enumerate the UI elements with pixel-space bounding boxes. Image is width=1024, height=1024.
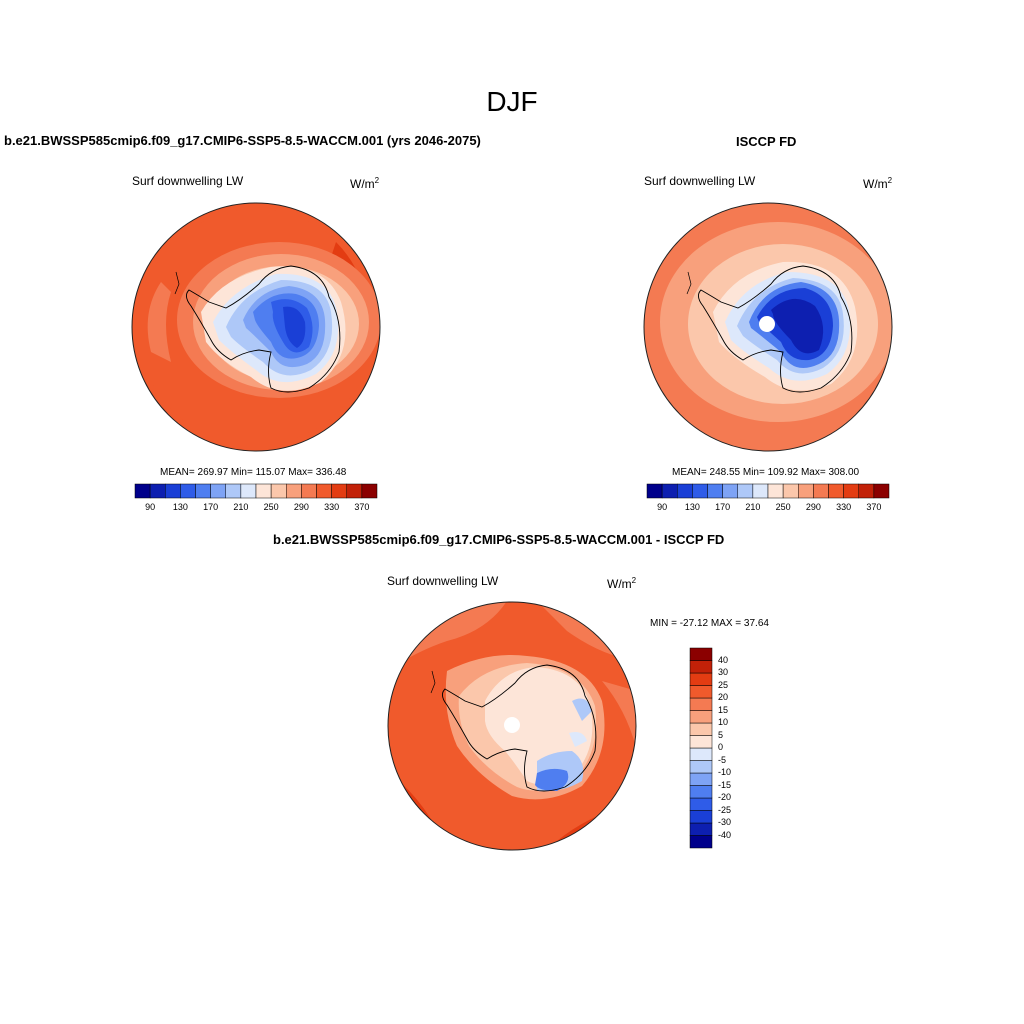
colorbar-tick-label: -20 bbox=[718, 792, 732, 802]
colorbar-swatch bbox=[286, 483, 302, 499]
colorbar-swatch bbox=[843, 483, 859, 499]
colorbar-swatch bbox=[689, 672, 713, 686]
colorbar-swatch bbox=[689, 822, 713, 836]
colorbar-swatch bbox=[646, 483, 663, 499]
colorbar-tick-label: 90 bbox=[145, 502, 156, 512]
colorbar-swatch bbox=[316, 483, 332, 499]
colorbar-tick-label: 90 bbox=[657, 502, 668, 512]
colorbar-tick-label: 15 bbox=[718, 704, 729, 715]
colorbar-swatch bbox=[873, 483, 890, 499]
colorbar-swatch bbox=[225, 483, 242, 499]
colorbar-swatch bbox=[707, 483, 723, 499]
colorbar-tick-label: 330 bbox=[324, 502, 340, 512]
colorbar-tick-label: 210 bbox=[233, 502, 249, 512]
colorbar-tick-label: -30 bbox=[718, 817, 732, 827]
colorbar-swatch bbox=[165, 483, 181, 499]
colorbar-swatch bbox=[858, 483, 875, 499]
model-variable-label: Surf downwelling LW bbox=[132, 174, 244, 188]
colorbar-tick-label: 25 bbox=[718, 679, 729, 690]
colorbar-swatch bbox=[692, 483, 708, 499]
colorbar-tick-label: 370 bbox=[354, 502, 370, 512]
obs-polar-map bbox=[643, 202, 893, 452]
colorbar-swatch bbox=[331, 483, 347, 499]
colorbar-swatch bbox=[689, 810, 713, 824]
colorbar-tick-label: 290 bbox=[805, 502, 821, 512]
colorbar-tick-label: 290 bbox=[293, 502, 309, 512]
colorbar-swatch bbox=[689, 647, 713, 661]
colorbar-swatch bbox=[195, 483, 211, 499]
colorbar-tick-label: 210 bbox=[745, 502, 761, 512]
colorbar-tick-label: 130 bbox=[684, 502, 700, 512]
model-stats: MEAN= 269.97 Min= 115.07 Max= 336.48 bbox=[160, 467, 347, 478]
colorbar-swatch bbox=[301, 483, 317, 499]
obs-units-label: W/m2 bbox=[863, 176, 893, 191]
colorbar-swatch bbox=[689, 747, 713, 761]
colorbar-swatch bbox=[798, 483, 814, 499]
colorbar-swatch bbox=[255, 483, 272, 499]
colorbar-tick-label: 5 bbox=[718, 729, 724, 740]
colorbar-tick-label: -40 bbox=[718, 829, 732, 840]
model-panel-title: b.e21.BWSSP585cmip6.f09_g17.CMIP6-SSP5-8… bbox=[4, 133, 481, 148]
colorbar-tick-label: 10 bbox=[718, 717, 729, 727]
colorbar-swatch bbox=[689, 835, 713, 849]
colorbar-tick-label: 250 bbox=[775, 502, 791, 512]
colorbar-tick-label: 250 bbox=[263, 502, 279, 512]
colorbar-swatch bbox=[689, 735, 713, 749]
colorbar-swatch bbox=[828, 483, 844, 499]
colorbar-swatch bbox=[689, 785, 713, 799]
colorbar-swatch bbox=[689, 660, 713, 674]
colorbar-tick-label: 130 bbox=[172, 502, 188, 512]
colorbar-swatch bbox=[689, 697, 713, 711]
colorbar-swatch bbox=[180, 483, 196, 499]
diff-units-label: W/m2 bbox=[607, 576, 637, 591]
colorbar-tick-label: -25 bbox=[718, 804, 732, 815]
colorbar-tick-label: 0 bbox=[718, 742, 724, 752]
colorbar-tick-label: 40 bbox=[718, 654, 729, 665]
colorbar-swatch bbox=[782, 483, 799, 499]
model-polar-map bbox=[131, 202, 381, 452]
colorbar-swatch bbox=[737, 483, 754, 499]
colorbar-swatch bbox=[346, 483, 363, 499]
colorbar-swatch bbox=[689, 685, 713, 699]
obs-stats: MEAN= 248.55 Min= 109.92 Max= 308.00 bbox=[672, 467, 860, 478]
colorbar-tick-label: 330 bbox=[836, 502, 852, 512]
model-colorbar bbox=[134, 483, 378, 499]
diff-panel-title: b.e21.BWSSP585cmip6.f09_g17.CMIP6-SSP5-8… bbox=[273, 532, 725, 547]
colorbar-swatch bbox=[134, 483, 151, 499]
diff-colorbar bbox=[689, 647, 713, 849]
colorbar-tick-label: 370 bbox=[866, 502, 882, 512]
colorbar-swatch bbox=[677, 483, 693, 499]
diff-variable-label: Surf downwelling LW bbox=[387, 574, 499, 588]
colorbar-tick-label: -5 bbox=[718, 754, 727, 765]
model-units-label: W/m2 bbox=[350, 176, 380, 191]
colorbar-swatch bbox=[752, 483, 769, 499]
colorbar-tick-label: 30 bbox=[718, 667, 729, 677]
colorbar-swatch bbox=[767, 483, 784, 499]
obs-panel-title: ISCCP FD bbox=[736, 134, 797, 149]
colorbar-tick-label: 170 bbox=[203, 502, 219, 512]
colorbar-swatch bbox=[149, 483, 166, 499]
colorbar-swatch bbox=[361, 483, 378, 499]
colorbar-swatch bbox=[813, 483, 829, 499]
obs-colorbar bbox=[646, 483, 890, 499]
colorbar-swatch bbox=[689, 772, 713, 786]
colorbar-swatch bbox=[722, 483, 738, 499]
colorbar-swatch bbox=[689, 797, 713, 811]
colorbar-tick-label: 20 bbox=[718, 692, 729, 702]
colorbar-tick-label: -15 bbox=[718, 779, 732, 790]
colorbar-tick-label: 170 bbox=[715, 502, 731, 512]
colorbar-swatch bbox=[210, 483, 226, 499]
colorbar-swatch bbox=[689, 722, 713, 736]
colorbar-tick-label: -10 bbox=[718, 767, 732, 777]
obs-variable-label: Surf downwelling LW bbox=[644, 174, 756, 188]
diff-polar-map bbox=[387, 601, 637, 851]
colorbar-swatch bbox=[689, 710, 713, 724]
colorbar-swatch bbox=[240, 483, 257, 499]
diff-stats: MIN = -27.12 MAX = 37.64 bbox=[650, 618, 769, 629]
colorbar-swatch bbox=[270, 483, 287, 499]
colorbar-swatch bbox=[689, 760, 713, 774]
season-title: DJF bbox=[486, 86, 538, 117]
colorbar-swatch bbox=[661, 483, 678, 499]
